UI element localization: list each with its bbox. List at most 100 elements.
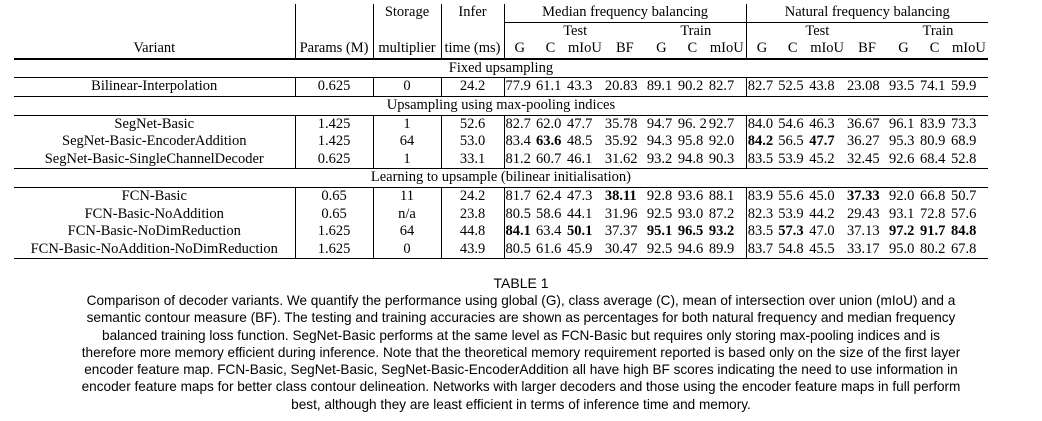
natural-train-header: Train	[888, 21, 988, 41]
storage-cell: 0	[372, 240, 441, 260]
metric-cell: 87.2	[708, 205, 735, 222]
metric-cell: 72.8	[920, 205, 946, 222]
metric-cell: 55.6	[778, 187, 804, 204]
metric-cell: 53.9	[777, 150, 809, 170]
storage-cell: n/a	[372, 205, 441, 224]
natural-test-header: Test	[745, 21, 889, 41]
metric-cell: 82.7	[503, 115, 535, 134]
metric-cell: 92.5	[646, 205, 673, 222]
caption-line: balanced training loss function. SegNet-…	[102, 327, 940, 343]
table-row: SegNet-Basic-EncoderAddition 1.425 64 53.0 8…	[14, 133, 988, 151]
metric-cell: 92.0	[889, 187, 915, 204]
metric-cell: 36.27	[847, 133, 880, 150]
metric-cell: 37.37	[604, 223, 638, 240]
metric-cell: 96.1	[889, 115, 915, 132]
caption-line: best, although they are least efficient …	[291, 396, 751, 412]
variant-cell: FCN-Basic	[121, 187, 187, 204]
infer-cell: 43.9	[440, 240, 504, 260]
table-caption-title: TABLE 1	[493, 275, 549, 291]
col-header-g: G	[745, 40, 778, 59]
header-row-3: Variant Params (M) multiplier time (ms) …	[14, 40, 988, 59]
metric-cell: 31.96	[604, 205, 638, 222]
col-header-g: G	[656, 40, 667, 57]
metric-cell: 44.2	[809, 205, 835, 222]
table-row: FCN-Basic-NoDimReduction 1.625 64 44.8 84.1 6…	[14, 223, 988, 241]
metric-cell: 47.0	[809, 223, 835, 240]
metric-cell: 50.7	[951, 187, 977, 204]
variant-header: Variant	[133, 40, 176, 57]
metric-cell: 92.5	[645, 240, 677, 260]
table-caption: Comparison of decoder variants. We quant…	[4, 292, 1038, 413]
metric-cell: 33.17	[846, 240, 889, 260]
infer-cell: 33.1	[440, 150, 504, 170]
metric-cell: 44.1	[567, 205, 593, 222]
table-row: FCN-Basic-NoAddition 0.65 n/a 23.8 80.5 58.6 4…	[14, 205, 988, 224]
metric-cell: 93.1	[889, 205, 915, 222]
metric-cell: 47.3	[567, 187, 593, 204]
metric-cell: 20.83	[603, 77, 646, 97]
metric-cell: 94.3	[646, 133, 673, 150]
metric-cell: 80.5	[503, 205, 535, 224]
metric-cell: 43.8	[808, 77, 847, 97]
metric-cell: 92.7	[708, 115, 735, 132]
storage-cell: 11	[372, 187, 441, 206]
metric-cell: 30.47	[603, 240, 646, 260]
metric-cell: 54.6	[778, 115, 804, 132]
metric-cell: 61.1	[535, 77, 566, 97]
metric-cell: 84.8	[950, 223, 988, 241]
metric-cell: 37.13	[847, 223, 880, 240]
metric-cell: 38.11	[604, 187, 646, 205]
metric-cell: 54.8	[777, 240, 809, 260]
metric-cell: 74.1	[919, 77, 951, 97]
col-header-g: G	[503, 40, 535, 59]
params-cell: 1.425	[294, 133, 373, 151]
metric-cell: 89.9	[707, 240, 747, 260]
metric-cell: 80.5	[503, 240, 535, 260]
metric-cell: 58.6	[536, 205, 562, 222]
metric-cell: 47.7	[808, 133, 846, 151]
caption-line: semantic contour measure (BF). The testi…	[86, 310, 956, 326]
section-header-row: Fixed upsampling	[14, 57, 988, 79]
metric-cell: 83.7	[745, 240, 778, 260]
metric-cell: 63.4	[536, 223, 562, 240]
table-row: FCN-Basic 0.65 11 24.2 81.7 62.4 47.3 38.11 92.8…	[14, 187, 988, 206]
metric-cell: 89.1	[645, 77, 677, 97]
bold-value: 84.2	[747, 133, 774, 150]
col-header-miou: mIoU	[952, 40, 986, 57]
storage-cell: 0	[372, 77, 441, 97]
metric-cell: 93.0	[677, 205, 704, 222]
metric-cell: 46.3	[809, 115, 835, 132]
metric-cell: 45.5	[808, 240, 847, 260]
col-header-bf: BF	[858, 40, 876, 57]
bold-value: 97.2	[889, 223, 915, 240]
params-cell: 0.65	[294, 205, 373, 224]
infer-cell: 24.2	[440, 77, 504, 97]
section-header-row: Upsampling using max-pooling indices	[14, 95, 988, 116]
metric-cell: 63.6	[535, 133, 566, 151]
infer-cell: 23.8	[440, 205, 504, 224]
metric-cell: 43.3	[566, 77, 604, 97]
metric-cell: 57.6	[951, 205, 977, 222]
metric-cell: 47.7	[567, 115, 593, 132]
col-header-miou: mIoU	[568, 40, 602, 57]
metric-cell: 83.5	[745, 223, 778, 241]
metric-cell: 93.5	[888, 77, 920, 97]
col-header-g: G	[898, 40, 909, 57]
col-header-miou: mIoU	[810, 40, 845, 57]
metric-cell: 68.9	[951, 133, 977, 150]
storage-cell: 1	[372, 115, 441, 134]
metric-cell: 52.8	[950, 150, 988, 170]
variant-cell: SegNet-Basic-SingleChannelDecoder	[14, 150, 295, 170]
metric-cell: 95.3	[889, 133, 915, 150]
variant-cell: Bilinear-Interpolation	[14, 77, 295, 97]
metric-cell: 36.67	[847, 115, 880, 132]
col-header-c: C	[787, 40, 798, 57]
bold-value: 84.1	[505, 223, 531, 240]
metric-cell: 50.1	[566, 223, 604, 241]
params-cell: 0.65	[294, 187, 373, 206]
metric-cell: 83.4	[503, 133, 535, 151]
variant-cell: FCN-Basic-NoDimReduction	[67, 223, 241, 240]
variant-cell: FCN-Basic-NoAddition	[84, 205, 224, 222]
metric-cell: 93.6	[677, 187, 704, 204]
